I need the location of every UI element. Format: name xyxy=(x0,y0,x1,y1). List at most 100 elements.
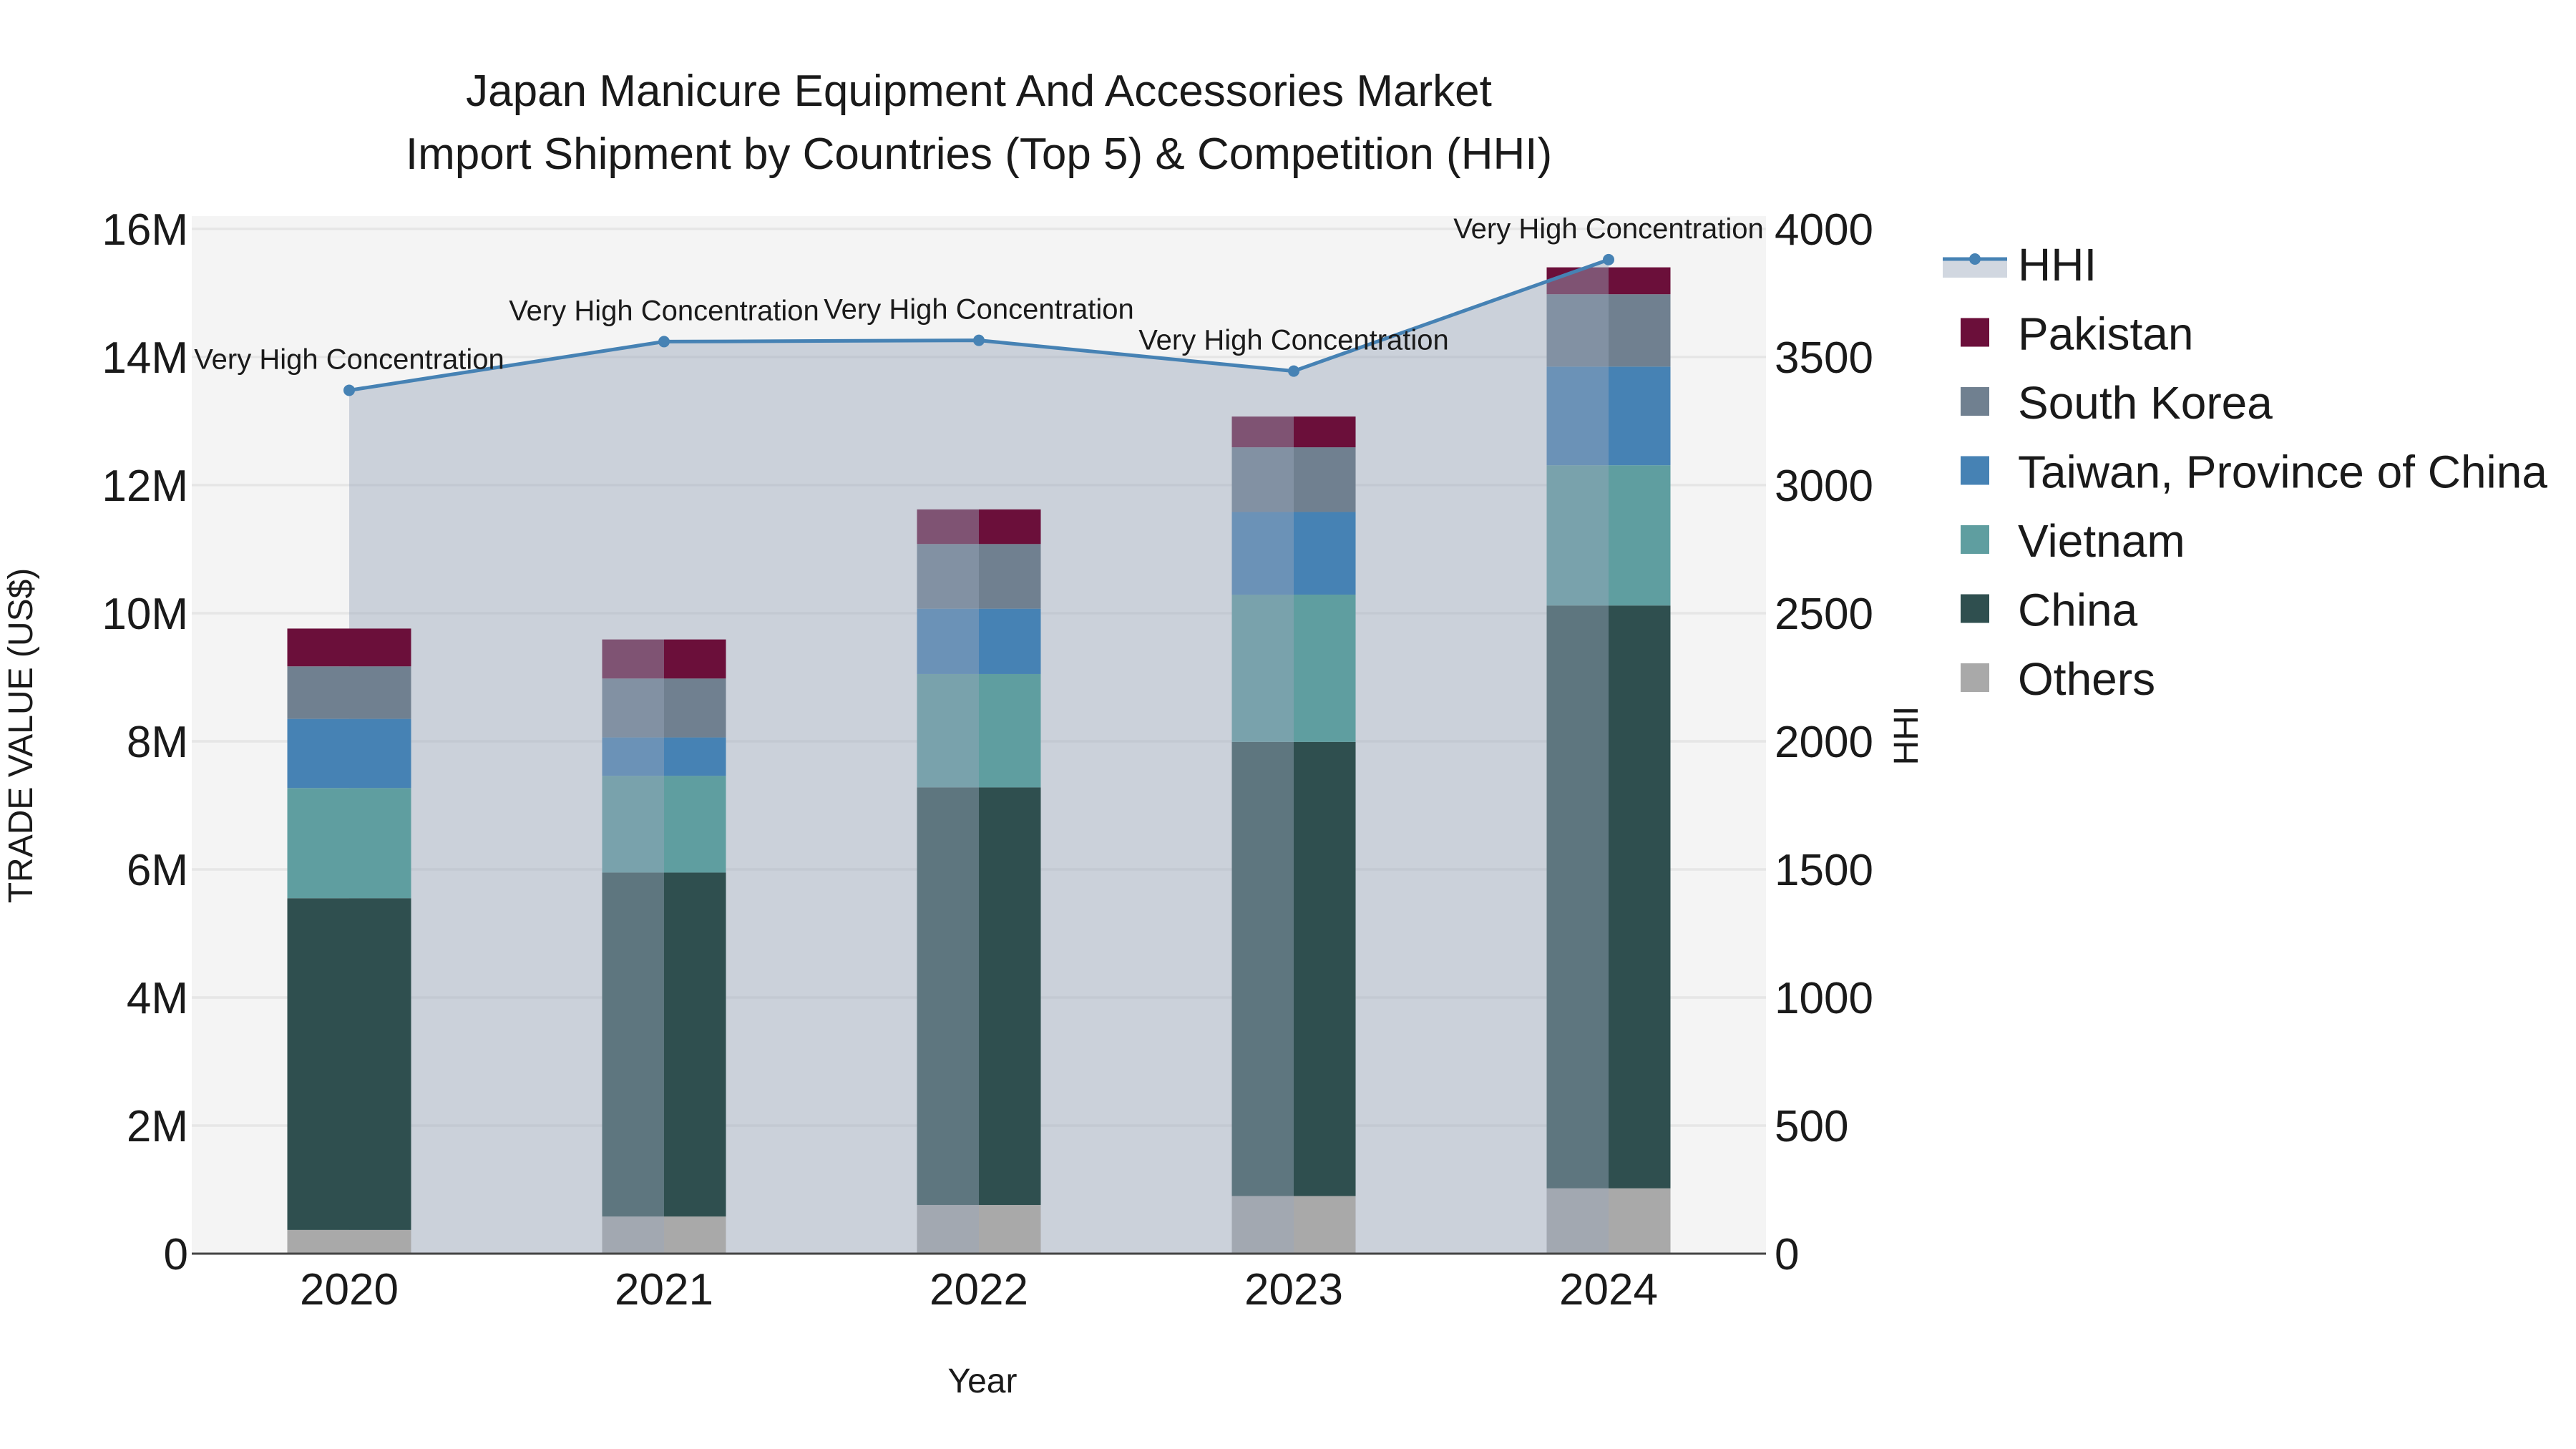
bar-taiwan-province-of-china-2022[interactable] xyxy=(979,608,1041,674)
y2-tick-label: 500 xyxy=(1775,1102,1848,1151)
hhi-point-2020[interactable] xyxy=(343,384,355,396)
x-tick-label: 2021 xyxy=(615,1265,713,1314)
bar-china-2020-left xyxy=(287,898,349,1230)
legend-item-china[interactable]: China xyxy=(1961,585,2138,636)
x-axis-title: Year xyxy=(948,1362,1018,1400)
y2-tick-label: 1500 xyxy=(1775,846,1873,895)
hhi-annotation-2020: Very High Concentration xyxy=(194,343,504,375)
bar-pakistan-2020[interactable] xyxy=(349,628,411,667)
bar-taiwan-province-of-china-2021[interactable] xyxy=(664,737,726,776)
legend-item-taiwan-province-of-china[interactable]: Taiwan, Province of China xyxy=(1961,447,2547,498)
bar-china-2021-left xyxy=(602,872,664,1217)
bar-pakistan-2021[interactable] xyxy=(664,639,726,679)
bar-vietnam-2023[interactable] xyxy=(1294,594,1356,742)
bar-others-2024[interactable] xyxy=(1609,1188,1671,1254)
legend-label: Pakistan xyxy=(2018,308,2193,360)
legend-swatch-taiwan-province-of-china xyxy=(1961,456,1989,485)
bar-south-korea-2023[interactable] xyxy=(1294,447,1356,512)
chart-title-line-1: Japan Manicure Equipment And Accessories… xyxy=(466,67,1492,116)
bar-pakistan-2022[interactable] xyxy=(979,509,1041,545)
bar-china-2024[interactable] xyxy=(1609,605,1671,1189)
hhi-point-2022[interactable] xyxy=(973,334,985,346)
y-tick-label: 2M xyxy=(127,1102,188,1151)
bar-south-korea-2024-left xyxy=(1546,294,1609,367)
bars-right-halves xyxy=(349,267,1671,1254)
bar-south-korea-2020[interactable] xyxy=(349,666,411,719)
bar-vietnam-2022-left xyxy=(917,673,979,788)
y-tick-label: 16M xyxy=(102,205,188,255)
legend-item-hhi[interactable]: HHI xyxy=(1943,239,2097,291)
legend-label: Others xyxy=(2018,653,2155,705)
bar-south-korea-2023-left xyxy=(1231,447,1294,512)
bar-china-2022-left xyxy=(917,787,979,1205)
y-tick-label: 12M xyxy=(102,462,188,511)
bar-pakistan-2021-left xyxy=(602,639,664,679)
bar-others-2023[interactable] xyxy=(1294,1196,1356,1254)
legend-swatch-hhi-marker xyxy=(1969,253,1981,265)
bar-south-korea-2024[interactable] xyxy=(1609,294,1671,367)
bar-vietnam-2022[interactable] xyxy=(979,673,1041,788)
bars-left-halves xyxy=(287,267,1609,1254)
legend-label: China xyxy=(2018,585,2138,636)
legend-label: Vietnam xyxy=(2018,515,2185,567)
x-tick-label: 2023 xyxy=(1244,1265,1343,1314)
chart-title-line-2: Import Shipment by Countries (Top 5) & C… xyxy=(406,130,1552,179)
bar-vietnam-2021-left xyxy=(602,776,664,873)
bar-china-2023-left xyxy=(1231,741,1294,1196)
bar-china-2022[interactable] xyxy=(979,787,1041,1205)
y2-tick-label: 3000 xyxy=(1775,462,1873,511)
hhi-point-2023[interactable] xyxy=(1288,365,1299,377)
bar-taiwan-province-of-china-2024-left xyxy=(1546,366,1609,466)
legend: HHI Pakistan South Korea Taiwan, Province o… xyxy=(1943,239,2547,705)
bar-taiwan-province-of-china-2022-left xyxy=(917,608,979,674)
bar-others-2022[interactable] xyxy=(979,1204,1041,1254)
bar-taiwan-province-of-china-2021-left xyxy=(602,737,664,776)
y2-axis-ticks: 0 500 1000 1500 2000 2500 3000 3500 4000 xyxy=(1775,205,1873,1279)
bar-china-2024-left xyxy=(1546,605,1609,1189)
bar-vietnam-2020-left xyxy=(287,788,349,899)
y2-tick-label: 1000 xyxy=(1775,974,1873,1023)
bar-china-2020[interactable] xyxy=(349,898,411,1230)
bar-south-korea-2021[interactable] xyxy=(664,678,726,738)
legend-item-pakistan[interactable]: Pakistan xyxy=(1961,308,2193,360)
y-tick-label: 8M xyxy=(127,718,188,767)
bar-south-korea-2022[interactable] xyxy=(979,544,1041,609)
bar-china-2023[interactable] xyxy=(1294,741,1356,1196)
legend-swatch-others xyxy=(1961,663,1989,692)
bar-pakistan-2023-left xyxy=(1231,416,1294,448)
x-axis-ticks: 2020 2021 2022 2023 2024 xyxy=(300,1265,1658,1314)
bar-taiwan-province-of-china-2023-left xyxy=(1231,512,1294,595)
bar-others-2020[interactable] xyxy=(349,1229,411,1254)
bar-others-2022-left xyxy=(917,1204,979,1254)
hhi-point-2021[interactable] xyxy=(658,336,670,348)
hhi-annotation-2022: Very High Concentration xyxy=(824,294,1134,326)
legend-item-south-korea[interactable]: South Korea xyxy=(1961,377,2273,429)
y2-tick-label: 3500 xyxy=(1775,333,1873,383)
bar-taiwan-province-of-china-2023[interactable] xyxy=(1294,512,1356,595)
bar-pakistan-2023[interactable] xyxy=(1294,416,1356,448)
bar-south-korea-2020-left xyxy=(287,666,349,719)
bar-vietnam-2021[interactable] xyxy=(664,776,726,873)
y-tick-label: 0 xyxy=(164,1230,188,1279)
bar-taiwan-province-of-china-2020[interactable] xyxy=(349,718,411,789)
x-tick-label: 2024 xyxy=(1559,1265,1658,1314)
legend-label: South Korea xyxy=(2018,377,2273,429)
hhi-annotation-2021: Very High Concentration xyxy=(509,295,819,326)
y2-tick-label: 2500 xyxy=(1775,590,1873,639)
bar-vietnam-2024[interactable] xyxy=(1609,465,1671,606)
bar-others-2023-left xyxy=(1231,1196,1294,1254)
hhi-point-2024[interactable] xyxy=(1603,253,1614,265)
bar-pakistan-2024[interactable] xyxy=(1609,267,1671,295)
legend-swatch-south-korea xyxy=(1961,387,1989,416)
legend-item-others[interactable]: Others xyxy=(1961,653,2155,705)
y-tick-label: 4M xyxy=(127,974,188,1023)
legend-label: Taiwan, Province of China xyxy=(2018,447,2547,498)
bar-china-2021[interactable] xyxy=(664,872,726,1217)
bar-vietnam-2023-left xyxy=(1231,594,1294,742)
bar-vietnam-2020[interactable] xyxy=(349,788,411,899)
bar-others-2021[interactable] xyxy=(664,1216,726,1254)
bar-taiwan-province-of-china-2024[interactable] xyxy=(1609,366,1671,466)
legend-item-vietnam[interactable]: Vietnam xyxy=(1961,515,2185,567)
bar-others-2020-left xyxy=(287,1229,349,1254)
